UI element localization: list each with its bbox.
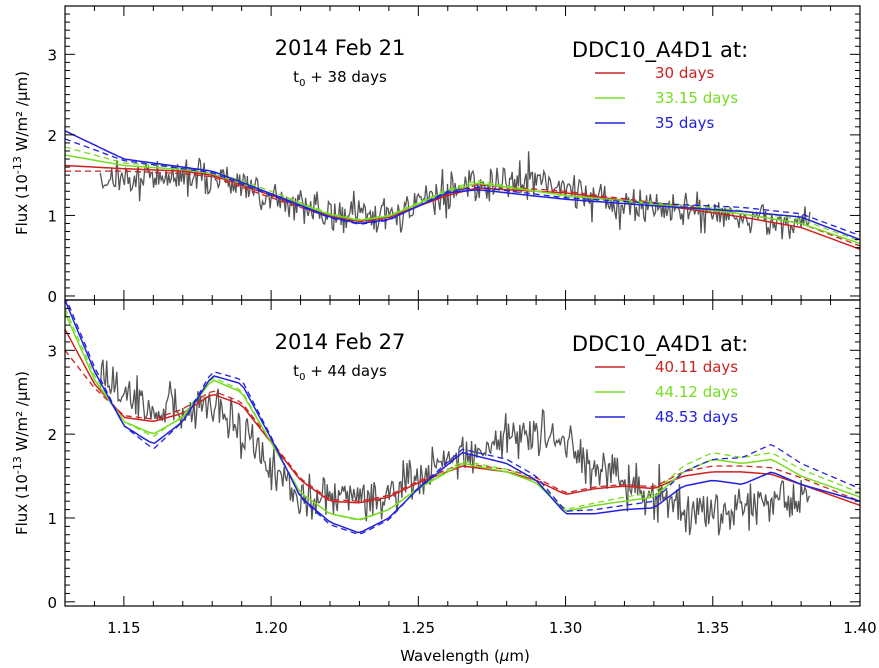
x-tick-label: 1.35 xyxy=(696,619,729,637)
series-dashed-3 xyxy=(66,300,860,535)
legend-label: 30 days xyxy=(655,64,714,82)
panel-subtitle: t0 + 44 days xyxy=(293,362,387,383)
x-tick-label: 1.40 xyxy=(843,619,876,637)
x-tick-label: 1.30 xyxy=(549,619,582,637)
panel-1: 0 1 2 3 Flux (10-13 W/m² /μm) 2014 Feb 21 t0 +… xyxy=(11,5,861,306)
series-dashed-2 xyxy=(65,146,860,242)
y-axis-label: Flux (10-13 W/m² /μm) xyxy=(11,71,31,235)
plot-area xyxy=(65,130,860,251)
series-solid-3 xyxy=(65,300,860,534)
plot-area xyxy=(65,300,860,536)
axes-frame xyxy=(64,299,861,607)
series-solid-1 xyxy=(65,328,860,507)
y-tick-label: 3 xyxy=(47,46,57,64)
series-dashed-1 xyxy=(65,349,860,502)
y-tick-label: 0 xyxy=(47,594,57,612)
y-tick-label: 0 xyxy=(47,288,57,306)
y-tick-label: 2 xyxy=(47,426,57,444)
x-axis-label: Wavelength (μm) xyxy=(400,647,530,665)
y-tick-label: 1 xyxy=(47,207,57,225)
legend-label: 48.53 days xyxy=(655,408,738,426)
legend-title: DDC10_A4D1 at: xyxy=(572,38,748,63)
panel-2: 0 1 2 3 1.15 1.20 1.25 1.30 1.35 1.40 Flux (10-13 … xyxy=(11,299,877,665)
series-solid-3 xyxy=(65,130,860,241)
series-dashed-2 xyxy=(65,308,860,521)
x-tick-label: 1.20 xyxy=(254,619,287,637)
y-tick-label: 3 xyxy=(47,342,57,360)
legend-label: 33.15 days xyxy=(655,89,738,107)
panel-title: 2014 Feb 21 xyxy=(275,36,406,60)
observed-spectrum xyxy=(99,151,811,240)
series-dashed-1 xyxy=(65,170,860,247)
observed-spectrum xyxy=(99,359,811,536)
legend-label: 44.12 days xyxy=(655,383,738,401)
x-tick-label: 1.15 xyxy=(107,619,140,637)
y-tick-label: 1 xyxy=(47,510,57,528)
panel-title: 2014 Feb 27 xyxy=(275,330,406,354)
series-solid-2 xyxy=(65,154,860,245)
panel-subtitle: t0 + 38 days xyxy=(293,68,387,89)
y-tick-label: 2 xyxy=(47,127,57,145)
series-dashed-3 xyxy=(65,138,860,237)
legend-label: 35 days xyxy=(655,114,714,132)
y-axis-label: Flux (10-13 W/m² /μm) xyxy=(11,371,31,535)
legend-label: 40.11 days xyxy=(655,358,738,376)
legend-title: DDC10_A4D1 at: xyxy=(572,332,748,357)
x-tick-label: 1.25 xyxy=(402,619,435,637)
